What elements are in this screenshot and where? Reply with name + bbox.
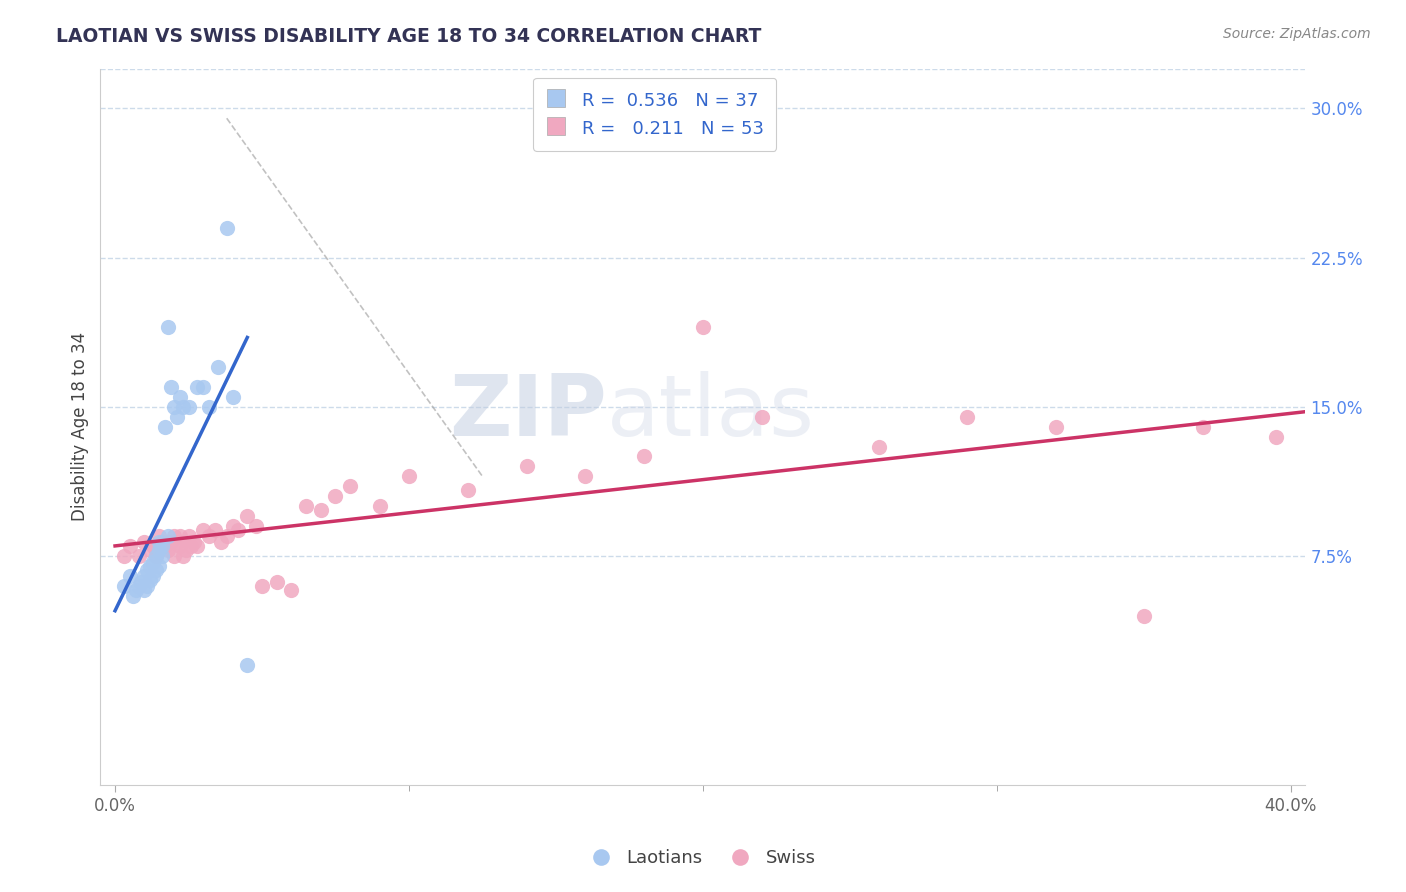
Point <box>633 450 655 464</box>
Point <box>148 558 170 573</box>
Point <box>118 569 141 583</box>
Point <box>868 440 890 454</box>
Point <box>215 529 238 543</box>
Point <box>160 535 183 549</box>
Point <box>245 519 267 533</box>
Point <box>142 539 165 553</box>
Point <box>207 359 229 374</box>
Point <box>160 380 183 394</box>
Point <box>398 469 420 483</box>
Point <box>215 220 238 235</box>
Point <box>956 409 979 424</box>
Point <box>250 579 273 593</box>
Point <box>228 523 250 537</box>
Point <box>193 380 215 394</box>
Point <box>150 549 173 563</box>
Point <box>128 579 150 593</box>
Point <box>134 569 156 583</box>
Point <box>142 555 165 569</box>
Point <box>1191 419 1213 434</box>
Point <box>574 469 596 483</box>
Point <box>174 543 197 558</box>
Point <box>145 563 167 577</box>
Text: LAOTIAN VS SWISS DISABILITY AGE 18 TO 34 CORRELATION CHART: LAOTIAN VS SWISS DISABILITY AGE 18 TO 34… <box>56 27 762 45</box>
Point <box>166 535 188 549</box>
Legend: R =  0.536   N = 37, R =   0.211   N = 53: R = 0.536 N = 37, R = 0.211 N = 53 <box>533 78 776 151</box>
Point <box>153 419 176 434</box>
Text: atlas: atlas <box>606 371 814 454</box>
Point <box>236 509 259 524</box>
Point <box>236 658 259 673</box>
Point <box>325 489 347 503</box>
Legend: Laotians, Swiss: Laotians, Swiss <box>583 842 823 874</box>
Point <box>186 380 208 394</box>
Point <box>121 589 143 603</box>
Point <box>1045 419 1067 434</box>
Point <box>172 549 194 563</box>
Point <box>148 543 170 558</box>
Point <box>309 503 332 517</box>
Point <box>692 320 714 334</box>
Point <box>172 400 194 414</box>
Point <box>124 582 146 597</box>
Point <box>136 563 159 577</box>
Point <box>1132 608 1154 623</box>
Point <box>751 409 773 424</box>
Point <box>1265 429 1288 443</box>
Point <box>183 535 205 549</box>
Point <box>169 390 191 404</box>
Point <box>118 539 141 553</box>
Point <box>128 549 150 563</box>
Point <box>177 529 200 543</box>
Point <box>139 558 162 573</box>
Point <box>112 579 135 593</box>
Point <box>515 459 537 474</box>
Point <box>156 320 179 334</box>
Point <box>156 529 179 543</box>
Point <box>139 573 162 587</box>
Y-axis label: Disability Age 18 to 34: Disability Age 18 to 34 <box>72 332 89 521</box>
Point <box>368 500 391 514</box>
Point <box>148 535 170 549</box>
Point <box>193 523 215 537</box>
Point <box>204 523 226 537</box>
Point <box>145 549 167 563</box>
Point <box>280 582 302 597</box>
Point <box>198 529 221 543</box>
Point <box>153 539 176 553</box>
Point <box>177 400 200 414</box>
Point <box>221 390 243 404</box>
Point <box>139 543 162 558</box>
Point <box>136 579 159 593</box>
Point <box>134 535 156 549</box>
Point <box>186 539 208 553</box>
Text: ZIP: ZIP <box>449 371 606 454</box>
Point <box>163 529 186 543</box>
Point <box>131 574 153 589</box>
Point <box>266 574 288 589</box>
Point <box>142 569 165 583</box>
Point <box>209 535 232 549</box>
Text: Source: ZipAtlas.com: Source: ZipAtlas.com <box>1223 27 1371 41</box>
Point <box>169 539 191 553</box>
Point <box>156 543 179 558</box>
Point <box>148 529 170 543</box>
Point <box>150 539 173 553</box>
Point <box>145 549 167 563</box>
Point <box>166 409 188 424</box>
Point <box>169 529 191 543</box>
Point <box>339 479 361 493</box>
Point <box>295 500 318 514</box>
Point <box>198 400 221 414</box>
Point <box>221 519 243 533</box>
Point <box>112 549 135 563</box>
Point <box>150 535 173 549</box>
Point <box>163 549 186 563</box>
Point <box>163 400 186 414</box>
Point <box>134 582 156 597</box>
Point <box>180 539 202 553</box>
Point <box>457 483 479 498</box>
